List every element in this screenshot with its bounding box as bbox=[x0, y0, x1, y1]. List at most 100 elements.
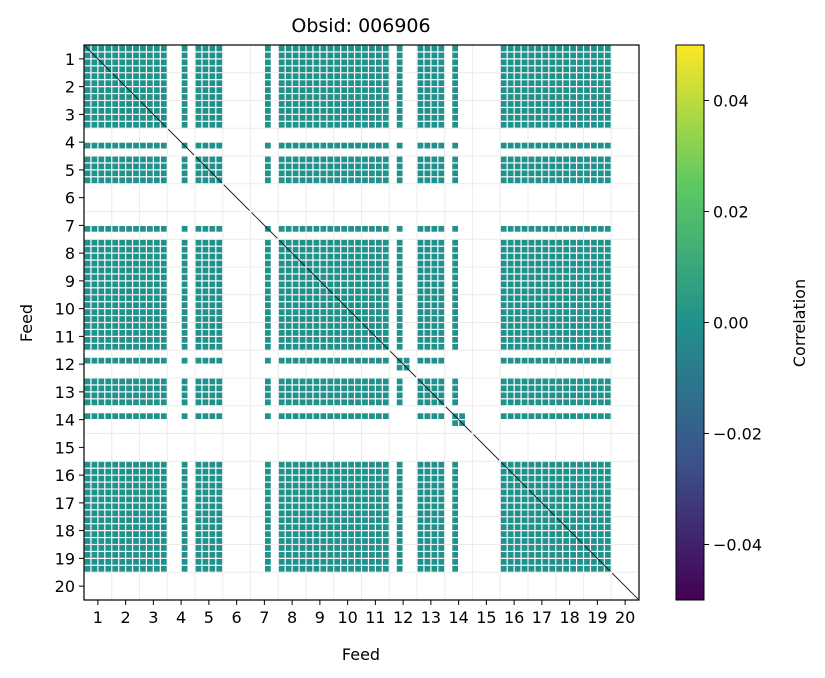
heatmap-cell bbox=[417, 170, 424, 177]
heatmap-cell bbox=[362, 531, 368, 537]
heatmap-cell bbox=[382, 302, 389, 309]
heatmap-cell bbox=[577, 177, 583, 184]
heatmap-cell bbox=[181, 45, 188, 52]
heatmap-cell bbox=[584, 156, 590, 163]
heatmap-cell bbox=[98, 281, 105, 288]
heatmap-cell bbox=[292, 558, 299, 565]
heatmap-cell bbox=[556, 538, 563, 544]
heatmap-cell bbox=[514, 142, 521, 149]
heatmap-cell bbox=[452, 66, 459, 73]
heatmap-cell bbox=[362, 73, 368, 80]
heatmap-cell bbox=[521, 156, 528, 163]
heatmap-cell bbox=[431, 295, 438, 302]
heatmap-cell bbox=[160, 52, 167, 59]
heatmap-cell bbox=[91, 330, 98, 336]
heatmap-cell bbox=[604, 336, 611, 343]
heatmap-cell bbox=[133, 413, 139, 420]
heatmap-cell bbox=[91, 225, 98, 232]
heatmap-cell bbox=[438, 295, 445, 302]
heatmap-cell bbox=[375, 87, 382, 93]
heatmap-cell bbox=[348, 392, 354, 399]
heatmap-cell bbox=[334, 87, 341, 93]
heatmap-cell bbox=[424, 156, 431, 163]
heatmap-cell bbox=[341, 246, 348, 253]
heatmap-cell bbox=[334, 323, 341, 329]
heatmap-cell bbox=[327, 392, 334, 399]
heatmap-cell bbox=[604, 524, 611, 531]
heatmap-cell bbox=[528, 253, 535, 260]
heatmap-cell bbox=[313, 552, 320, 558]
heatmap-cell bbox=[563, 59, 570, 66]
heatmap-cell bbox=[570, 302, 576, 309]
heatmap-cell bbox=[202, 156, 209, 163]
heatmap-cell bbox=[597, 94, 604, 100]
heatmap-cell bbox=[500, 475, 507, 482]
heatmap-cell bbox=[126, 413, 132, 420]
heatmap-cell bbox=[556, 302, 563, 309]
heatmap-cell bbox=[452, 80, 459, 87]
heatmap-cell bbox=[396, 281, 403, 288]
heatmap-cell bbox=[126, 253, 132, 260]
colorbar-ticks: 0.040.020.00−0.02−0.04 bbox=[704, 92, 762, 555]
heatmap-cell bbox=[417, 392, 424, 399]
heatmap-cell bbox=[98, 357, 105, 364]
heatmap-cell bbox=[306, 482, 313, 489]
heatmap-cell bbox=[105, 336, 112, 343]
heatmap-cell bbox=[438, 565, 445, 572]
heatmap-cell bbox=[84, 461, 91, 468]
heatmap-cell bbox=[112, 156, 119, 163]
heatmap-cell bbox=[597, 142, 604, 149]
y-tick-label: 20 bbox=[55, 577, 75, 596]
heatmap-cell bbox=[306, 253, 313, 260]
heatmap-cell bbox=[160, 517, 167, 524]
heatmap-cell bbox=[327, 121, 334, 128]
heatmap-cell bbox=[348, 73, 354, 80]
heatmap-cell bbox=[209, 330, 216, 336]
heatmap-cell bbox=[264, 545, 271, 551]
heatmap-cell bbox=[355, 94, 361, 100]
heatmap-cell bbox=[500, 260, 507, 267]
heatmap-cell bbox=[549, 461, 556, 468]
heatmap-cell bbox=[98, 558, 105, 565]
heatmap-cell bbox=[285, 336, 292, 343]
heatmap-cell bbox=[535, 59, 542, 66]
heatmap-cell bbox=[348, 413, 354, 420]
heatmap-cell bbox=[140, 87, 146, 93]
heatmap-cell bbox=[91, 461, 98, 468]
heatmap-cell bbox=[577, 281, 583, 288]
heatmap-cell bbox=[570, 156, 576, 163]
heatmap-cell bbox=[563, 253, 570, 260]
heatmap-cell bbox=[535, 517, 542, 524]
heatmap-cell bbox=[396, 482, 403, 489]
heatmap-cell bbox=[556, 524, 563, 531]
heatmap-cell bbox=[264, 142, 271, 149]
heatmap-cell bbox=[528, 378, 535, 385]
heatmap-cell bbox=[424, 225, 431, 232]
heatmap-cell bbox=[264, 510, 271, 517]
heatmap-cell bbox=[369, 531, 375, 537]
heatmap-cell bbox=[126, 538, 132, 544]
heatmap-cell bbox=[362, 267, 368, 274]
heatmap-cell bbox=[396, 114, 403, 121]
heatmap-cell bbox=[299, 239, 306, 246]
heatmap-cell bbox=[306, 517, 313, 524]
heatmap-cell bbox=[362, 302, 368, 309]
heatmap-cell bbox=[597, 468, 604, 475]
heatmap-cell bbox=[570, 281, 576, 288]
heatmap-cell bbox=[216, 552, 223, 558]
heatmap-cell bbox=[549, 392, 556, 399]
heatmap-cell bbox=[320, 489, 327, 496]
heatmap-cell bbox=[577, 531, 583, 537]
heatmap-cell bbox=[500, 295, 507, 302]
heatmap-cell bbox=[549, 246, 556, 253]
heatmap-cell bbox=[563, 170, 570, 177]
heatmap-cell bbox=[299, 378, 306, 385]
heatmap-cell bbox=[570, 482, 576, 489]
heatmap-cell bbox=[133, 545, 139, 551]
heatmap-cell bbox=[597, 295, 604, 302]
heatmap-cell bbox=[382, 489, 389, 496]
heatmap-cell bbox=[91, 73, 98, 80]
colorbar: 0.040.020.00−0.02−0.04 Correlation bbox=[675, 44, 809, 601]
heatmap-cell bbox=[133, 253, 139, 260]
heatmap-cell bbox=[549, 274, 556, 281]
